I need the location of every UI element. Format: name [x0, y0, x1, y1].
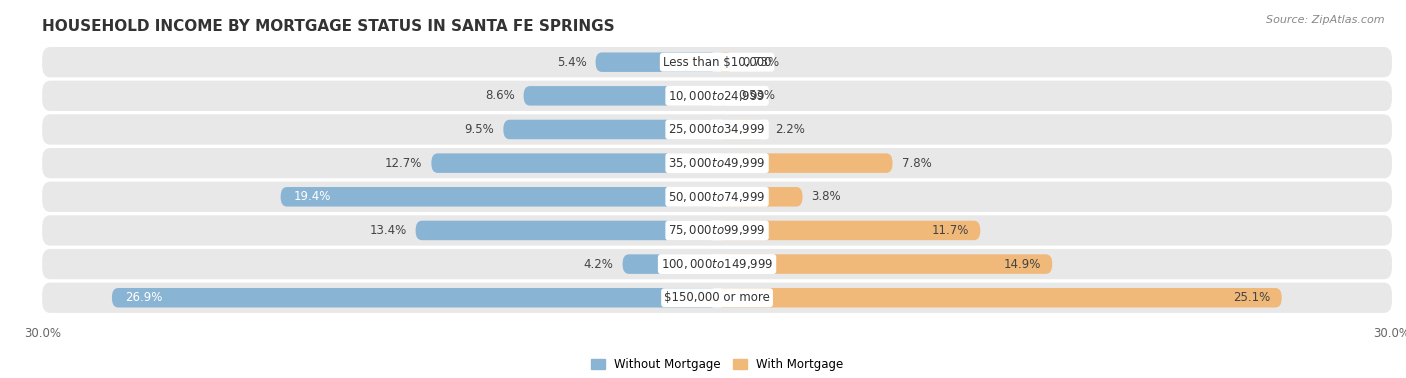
- Text: 19.4%: 19.4%: [294, 190, 332, 203]
- Text: $150,000 or more: $150,000 or more: [664, 291, 770, 304]
- Text: $35,000 to $49,999: $35,000 to $49,999: [668, 156, 766, 170]
- Text: 4.2%: 4.2%: [583, 257, 613, 271]
- Text: HOUSEHOLD INCOME BY MORTGAGE STATUS IN SANTA FE SPRINGS: HOUSEHOLD INCOME BY MORTGAGE STATUS IN S…: [42, 20, 614, 34]
- Text: 0.73%: 0.73%: [742, 56, 779, 69]
- Text: 8.6%: 8.6%: [485, 89, 515, 102]
- FancyBboxPatch shape: [503, 120, 717, 139]
- FancyBboxPatch shape: [717, 288, 1282, 308]
- FancyBboxPatch shape: [42, 81, 1392, 111]
- FancyBboxPatch shape: [42, 283, 1392, 313]
- FancyBboxPatch shape: [42, 182, 1392, 212]
- Text: 5.4%: 5.4%: [557, 56, 586, 69]
- FancyBboxPatch shape: [717, 153, 893, 173]
- FancyBboxPatch shape: [523, 86, 717, 105]
- FancyBboxPatch shape: [42, 148, 1392, 178]
- Text: 2.2%: 2.2%: [776, 123, 806, 136]
- Text: $25,000 to $34,999: $25,000 to $34,999: [668, 122, 766, 136]
- FancyBboxPatch shape: [717, 86, 728, 105]
- FancyBboxPatch shape: [112, 288, 717, 308]
- FancyBboxPatch shape: [717, 120, 766, 139]
- Text: Source: ZipAtlas.com: Source: ZipAtlas.com: [1267, 15, 1385, 25]
- Text: 25.1%: 25.1%: [1233, 291, 1271, 304]
- Text: Less than $10,000: Less than $10,000: [662, 56, 772, 69]
- FancyBboxPatch shape: [717, 187, 803, 206]
- Text: 13.4%: 13.4%: [370, 224, 406, 237]
- Legend: Without Mortgage, With Mortgage: Without Mortgage, With Mortgage: [586, 354, 848, 376]
- FancyBboxPatch shape: [42, 249, 1392, 279]
- FancyBboxPatch shape: [717, 53, 734, 72]
- FancyBboxPatch shape: [42, 114, 1392, 145]
- FancyBboxPatch shape: [717, 254, 1052, 274]
- FancyBboxPatch shape: [623, 254, 717, 274]
- Text: 7.8%: 7.8%: [901, 156, 931, 170]
- FancyBboxPatch shape: [42, 215, 1392, 246]
- FancyBboxPatch shape: [42, 47, 1392, 77]
- Text: 0.53%: 0.53%: [738, 89, 775, 102]
- Text: 3.8%: 3.8%: [811, 190, 841, 203]
- Text: 26.9%: 26.9%: [125, 291, 163, 304]
- Text: $10,000 to $24,999: $10,000 to $24,999: [668, 89, 766, 103]
- Text: $50,000 to $74,999: $50,000 to $74,999: [668, 190, 766, 204]
- Text: 14.9%: 14.9%: [1004, 257, 1040, 271]
- FancyBboxPatch shape: [432, 153, 717, 173]
- FancyBboxPatch shape: [717, 221, 980, 240]
- Text: $100,000 to $149,999: $100,000 to $149,999: [661, 257, 773, 271]
- FancyBboxPatch shape: [596, 53, 717, 72]
- Text: 11.7%: 11.7%: [932, 224, 969, 237]
- Text: 12.7%: 12.7%: [385, 156, 422, 170]
- Text: 9.5%: 9.5%: [464, 123, 495, 136]
- FancyBboxPatch shape: [416, 221, 717, 240]
- Text: $75,000 to $99,999: $75,000 to $99,999: [668, 223, 766, 237]
- FancyBboxPatch shape: [281, 187, 717, 206]
